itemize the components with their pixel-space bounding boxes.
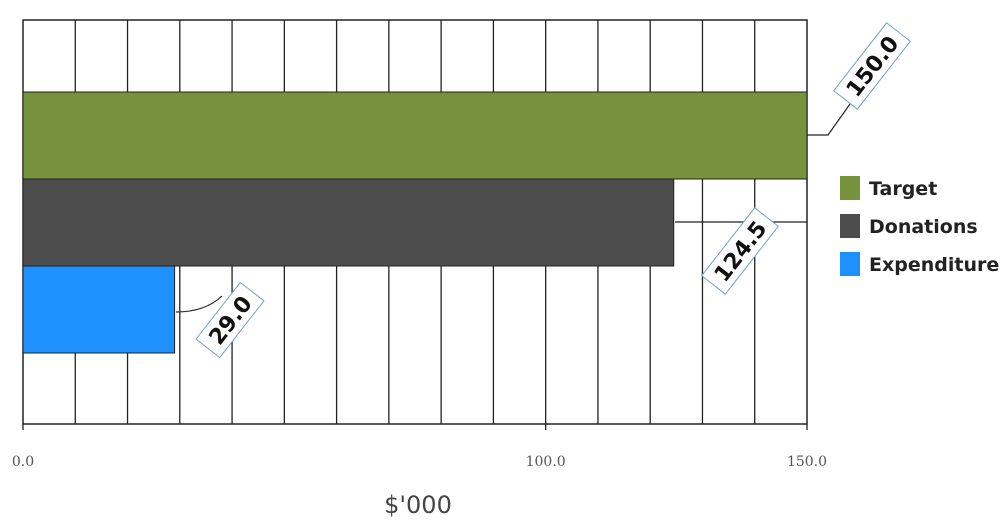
legend-label-donations: Donations	[869, 216, 978, 238]
x-tick-label: 150.0	[787, 454, 827, 470]
x-tick-label: 0.0	[12, 454, 34, 470]
data-label-box	[701, 207, 779, 295]
x-axis-ticks: 0.0 100.0 150.0	[12, 424, 827, 470]
legend-swatch-target	[840, 176, 860, 200]
legend-swatch-donations	[840, 214, 860, 238]
bar-expenditure	[22, 265, 176, 354]
legend-label-target: Target	[869, 178, 937, 200]
data-label-box	[195, 281, 265, 359]
bars	[22, 91, 808, 354]
x-axis-title: $'000	[384, 491, 452, 519]
bar-target	[22, 91, 808, 180]
bar-donations	[22, 178, 675, 267]
x-tick-label: 100.0	[526, 454, 566, 470]
data-label-target: 150.0	[833, 22, 911, 110]
legend-label-expenditure: Expenditure	[869, 254, 999, 276]
legend: Target Donations Expenditure	[840, 176, 999, 276]
label-leader	[807, 103, 851, 136]
label-leader	[175, 295, 223, 313]
data-label-box	[833, 22, 911, 110]
legend-swatch-expenditure	[840, 252, 860, 276]
